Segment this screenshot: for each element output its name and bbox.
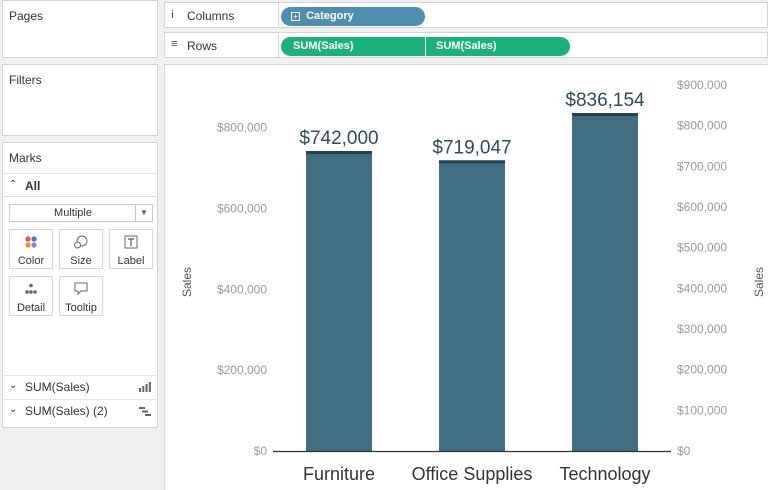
rows-shelf[interactable]: ≡ Rows SUM(Sales) SUM(Sales) [164, 32, 768, 58]
filters-title: Filters [9, 73, 42, 87]
color-button-label: Color [17, 255, 45, 267]
size-icon [60, 235, 102, 249]
label-icon [110, 235, 152, 249]
marks-title: Marks [9, 151, 42, 165]
left-axis-tick-label: $400,000 [217, 282, 267, 296]
bar-top-line [572, 113, 638, 116]
bar-chart-icon [139, 381, 151, 395]
rows-label: Rows [187, 39, 218, 53]
color-button[interactable]: Color [9, 229, 53, 269]
category-label: Furniture [303, 464, 375, 484]
filters-card[interactable]: Filters [2, 64, 158, 136]
category-pill[interactable]: + Category [281, 7, 425, 26]
right-axis-tick-label: $700,000 [677, 159, 727, 173]
bar [572, 113, 638, 451]
pages-title: Pages [9, 9, 44, 23]
category-label: Office Supplies [412, 464, 533, 484]
gantt-icon [139, 405, 151, 419]
marks-card-sum-sales-2[interactable]: ⌄ SUM(Sales) (2) [3, 399, 157, 421]
dropdown-arrow-icon: ▼ [135, 205, 152, 221]
marks-all-label: All [25, 179, 41, 193]
tooltip-button-label: Tooltip [65, 302, 97, 314]
category-pill-label: Category [306, 10, 354, 22]
left-axis-tick-label: $200,000 [217, 363, 267, 377]
left-axis-tick-label: $600,000 [217, 201, 267, 215]
marks-all-tab[interactable]: ⌃ All [3, 173, 157, 197]
chevron-down-icon: ⌄ [9, 404, 18, 415]
left-axis-tick-label: $800,000 [217, 121, 267, 135]
columns-label: Columns [187, 9, 235, 23]
bar-top-line [439, 160, 505, 164]
sum-sales-pill-1-label: SUM(Sales) [293, 40, 354, 52]
bar [306, 151, 372, 451]
bar-data-label: $742,000 [299, 128, 378, 149]
color-dots-icon [10, 235, 52, 249]
marks-card: Marks ⌃ All Multiple ▼ Color Size [2, 142, 158, 428]
bar-top-line [306, 151, 372, 155]
left-axis-tick-label: $0 [254, 444, 268, 458]
sum-sales-pill-2-label: SUM(Sales) [436, 40, 497, 52]
marks-card-sum-sales-label: SUM(Sales) [25, 380, 90, 394]
chevron-down-icon: ⌄ [9, 380, 18, 391]
mark-type-dropdown[interactable]: Multiple ▼ [9, 204, 153, 222]
detail-icon [10, 282, 52, 296]
sum-sales-pill-1[interactable]: SUM(Sales) [281, 37, 425, 56]
right-axis-tick-label: $800,000 [677, 119, 727, 133]
right-axis-tick-label: $500,000 [677, 241, 727, 255]
columns-icon: ⅰ [171, 9, 175, 21]
label-button[interactable]: Label [109, 229, 153, 269]
right-axis-tick-label: $100,000 [677, 403, 727, 417]
columns-shelf-title: ⅰ Columns [165, 3, 279, 27]
bar [439, 160, 505, 451]
label-button-label: Label [117, 255, 145, 267]
marks-card-sum-sales-2-label: SUM(Sales) (2) [25, 404, 108, 418]
right-axis-tick-label: $200,000 [677, 363, 727, 377]
right-axis-tick-label: $400,000 [677, 281, 727, 295]
size-button[interactable]: Size [59, 229, 103, 269]
right-axis-title: Sales [752, 267, 766, 297]
mark-type-value: Multiple [54, 207, 92, 219]
right-axis-tick-label: $0 [677, 444, 691, 458]
tooltip-icon [60, 282, 102, 296]
rows-icon: ≡ [171, 38, 178, 50]
marks-card-sum-sales[interactable]: ⌄ SUM(Sales) [3, 375, 157, 397]
pages-card[interactable]: Pages [2, 0, 158, 58]
left-axis-title: Sales [180, 267, 194, 297]
detail-button[interactable]: Detail [9, 276, 53, 316]
size-button-label: Size [70, 255, 92, 267]
bar-chart: $0 $200,000 $400,000 $600,000 $800,000 $0 $100… [180, 78, 766, 484]
detail-button-label: Detail [16, 302, 46, 314]
chevron-up-icon: ⌃ [9, 179, 18, 190]
columns-shelf[interactable]: ⅰ Columns + Category [164, 2, 768, 28]
bar-data-label: $836,154 [565, 90, 645, 111]
category-label: Technology [559, 464, 650, 484]
rows-shelf-title: ≡ Rows [165, 33, 279, 57]
right-axis-tick-label: $300,000 [677, 322, 727, 336]
plus-box-icon: + [291, 11, 300, 21]
sum-sales-pill-2[interactable]: SUM(Sales) [426, 37, 570, 56]
bar-data-label: $719,047 [432, 137, 511, 158]
chart-view[interactable]: $0 $200,000 $400,000 $600,000 $800,000 $0 $100… [164, 64, 768, 490]
tooltip-button[interactable]: Tooltip [59, 276, 103, 316]
right-axis-tick-label: $600,000 [677, 200, 727, 214]
right-axis-tick-label: $900,000 [677, 78, 727, 92]
